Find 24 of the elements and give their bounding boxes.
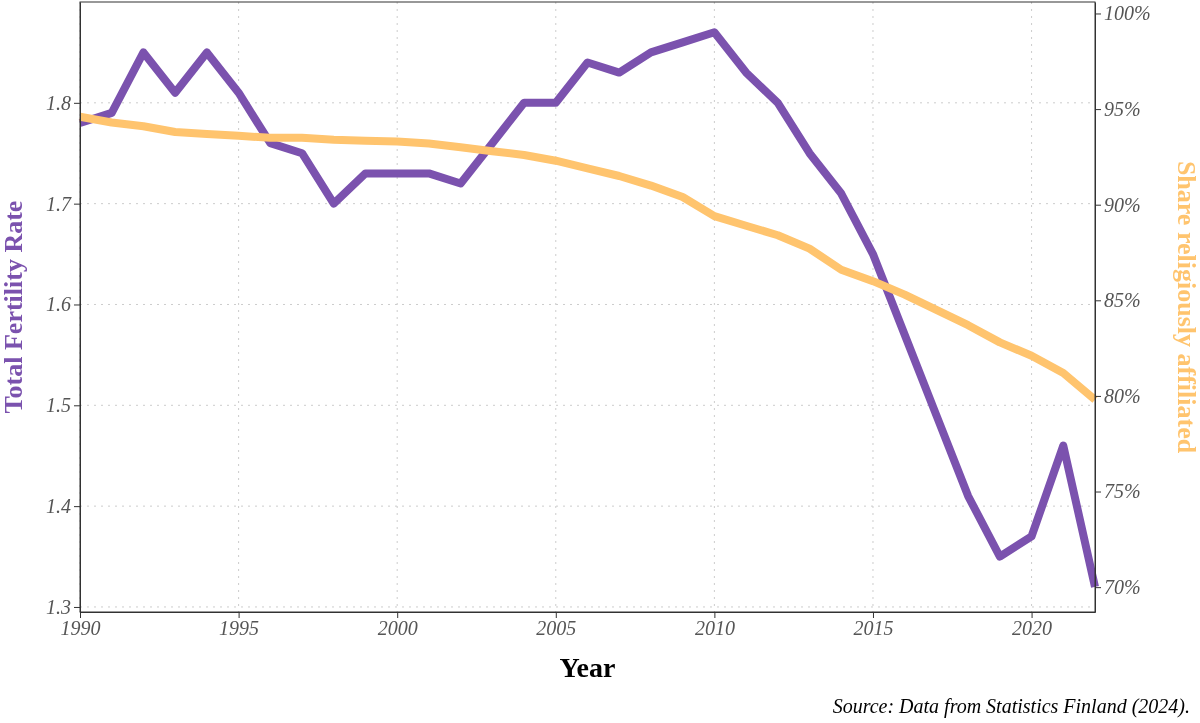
x-tick-label: 2020: [1012, 617, 1053, 640]
x-tick-label: 1990: [60, 617, 101, 640]
y2-tick-label: 85%: [1104, 289, 1141, 312]
x-tick-label: 2015: [853, 617, 894, 640]
x-tick-label: 2010: [694, 617, 735, 640]
y-axis-title: Total Fertility Rate: [0, 200, 28, 414]
y-tick-label: 1.6: [46, 293, 71, 316]
y2-tick-label: 75%: [1104, 480, 1141, 503]
y-tick-label: 1.5: [46, 394, 71, 417]
y-tick-label: 1.8: [46, 91, 71, 114]
y2-tick-label: 95%: [1104, 97, 1141, 120]
y2-tick-label: 100%: [1104, 2, 1151, 25]
y2-tick-label: 90%: [1104, 193, 1141, 216]
x-tick-label: 1995: [219, 617, 260, 640]
y2-tick-label: 70%: [1104, 576, 1141, 599]
y-tick-label: 1.3: [46, 595, 71, 618]
x-tick-label: 2005: [536, 617, 577, 640]
y2-axis-title: Share religiously affiliated: [1172, 160, 1200, 454]
y-tick-label: 1.4: [46, 495, 71, 518]
x-tick-label: 2000: [377, 617, 418, 640]
x-axis-title: Year: [559, 652, 616, 683]
y2-tick-label: 80%: [1104, 384, 1141, 407]
y-tick-label: 1.7: [46, 192, 72, 215]
source-note: Source: Data from Statistics Finland (2024).: [832, 695, 1190, 718]
